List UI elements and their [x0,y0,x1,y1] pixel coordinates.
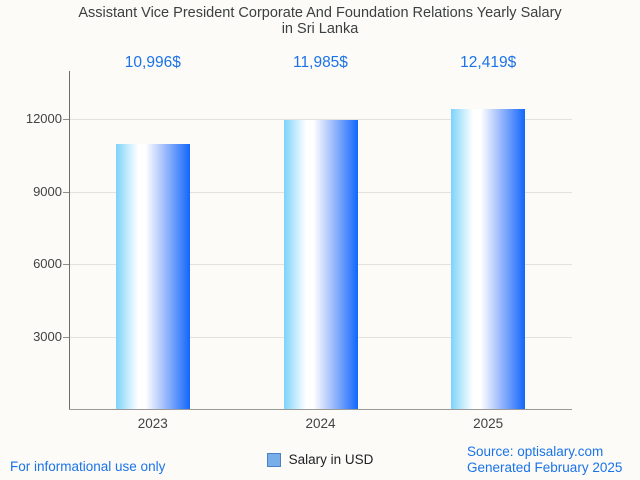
legend-label: Salary in USD [288,452,374,467]
y-tick-mark [63,264,69,265]
y-tick-label: 6000 [33,256,62,271]
y-tick-label: 3000 [33,329,62,344]
y-tick-mark [63,119,69,120]
source-link[interactable]: Source: optisalary.com [467,444,604,459]
legend-swatch-icon [266,452,281,467]
bar-2024[interactable] [283,119,358,409]
bar-value-label-2025: 12,419$ [460,54,517,71]
legend: Salary in USD [0,452,640,467]
x-tick-label-2023: 2023 [137,416,168,431]
x-tick-label-2024: 2024 [305,416,336,431]
bar-2025[interactable] [451,109,526,409]
y-tick-label: 9000 [33,184,62,199]
chart-title-line2: in Sri Lanka [281,21,359,37]
source-block: Source: optisalary.com Generated Februar… [467,444,622,476]
gridline-12000 [70,119,572,120]
disclaimer-text: For informational use only [10,459,166,474]
bar-value-label-2023: 10,996$ [124,54,181,71]
x-axis [69,409,572,410]
y-tick-mark [63,337,69,338]
y-tick-mark [63,192,69,193]
chart-title-line1: Assistant Vice President Corporate And F… [78,5,562,21]
generated-date: Generated February 2025 [467,460,623,475]
y-tick-label: 12000 [25,111,62,126]
y-axis [69,71,70,409]
x-tick-label-2025: 2025 [473,416,504,431]
bar-value-label-2024: 11,985$ [293,54,348,71]
bar-2023[interactable] [115,143,190,409]
chart-title: Assistant Vice President Corporate And F… [0,5,640,37]
